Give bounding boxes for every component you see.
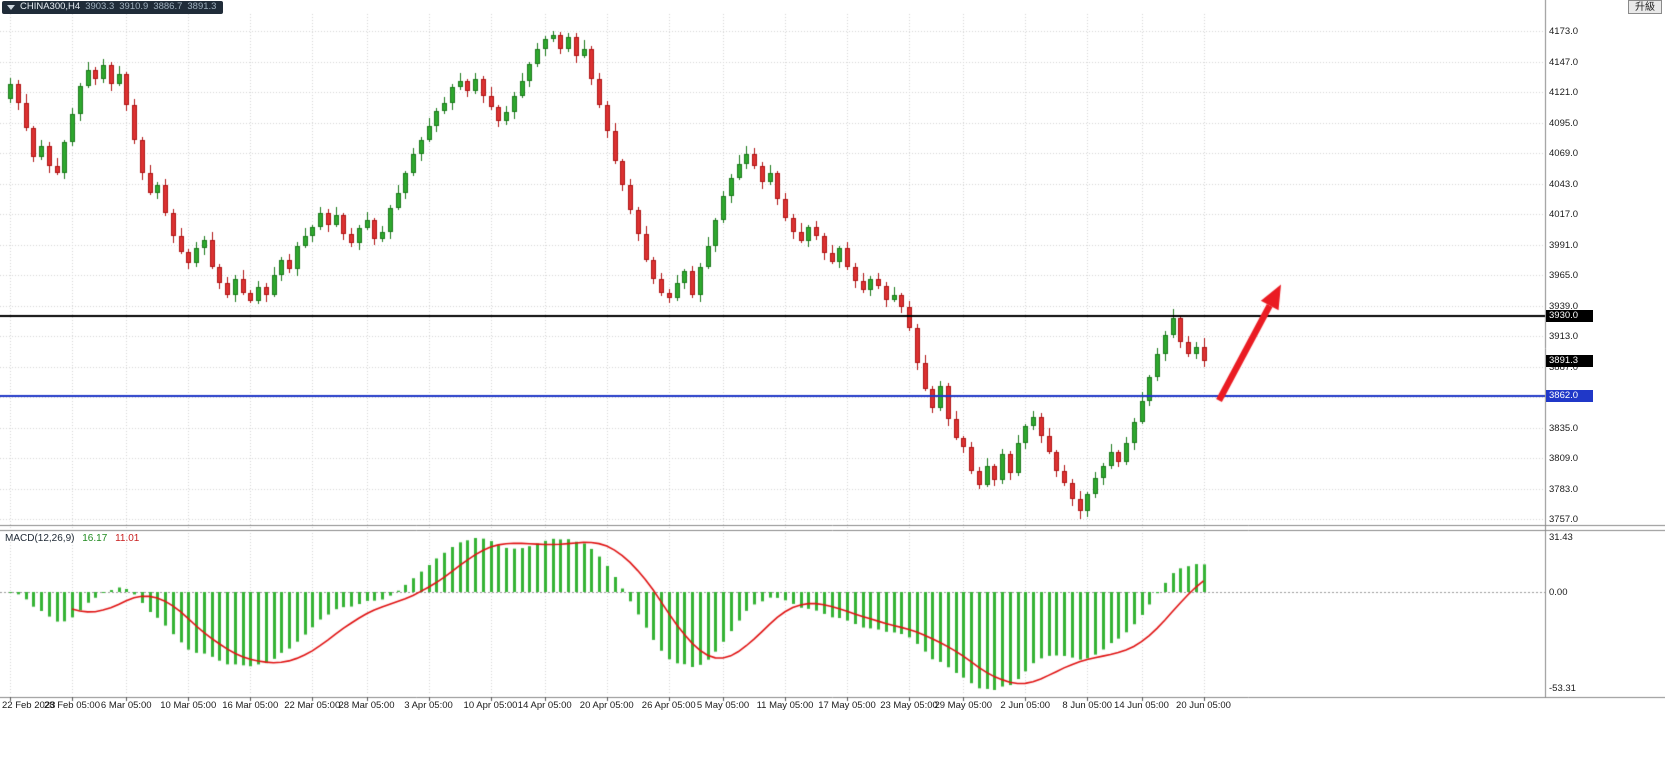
time-axis-label: 8 Jun 05:00 xyxy=(1062,700,1113,711)
time-axis-label: 16 Mar 05:00 xyxy=(222,700,279,711)
price-tick-label: 4147.0 xyxy=(1549,56,1579,68)
macd-main-value: 16.17 xyxy=(82,533,108,544)
price-tick-label: 3939.0 xyxy=(1549,300,1579,312)
time-axis-label: 28 Mar 05:00 xyxy=(338,700,395,711)
time-axis-label: 2 Jun 05:00 xyxy=(1000,700,1051,711)
ohlc-close-value: 3891.3 xyxy=(187,1,217,12)
time-axis-label: 11 May 05:00 xyxy=(756,700,814,711)
ohlc-open-value: 3903.3 xyxy=(85,1,115,12)
ohlc-low-value: 3886.7 xyxy=(153,1,183,12)
macd-name: MACD(12,26,9) xyxy=(5,533,75,544)
price-tick-label: 4043.0 xyxy=(1549,178,1579,190)
upgrade-button[interactable]: 升級 xyxy=(1628,0,1662,14)
time-axis-label: 14 Apr 05:00 xyxy=(517,700,572,711)
price-level-tag: 3862.0 xyxy=(1546,389,1593,402)
time-axis-label: 17 May 05:00 xyxy=(818,700,876,711)
price-scale[interactable]: 4173.0 4147.0 4121.0 4095.0 4069.0 4043.0 4017… xyxy=(1546,0,1665,697)
macd-signal-value: 11.01 xyxy=(115,533,140,544)
time-axis-label: 28 Feb 05:00 xyxy=(44,700,100,711)
chevron-down-icon[interactable] xyxy=(7,4,15,10)
time-axis-label: 22 Feb 2023 xyxy=(2,700,56,711)
time-axis[interactable]: 22 Feb 2023 28 Feb 05:00 6 Mar 05:00 10 Mar… xyxy=(0,697,1545,717)
ohlc-high-value: 3910.9 xyxy=(119,1,149,12)
price-level-tag: 3891.3 xyxy=(1546,355,1593,368)
symbol-timeframe-label: CHINA300,H4 xyxy=(20,1,81,12)
price-level-tag: 3930.0 xyxy=(1546,310,1593,323)
time-axis-label: 3 Apr 05:00 xyxy=(404,700,453,711)
price-tick-label: 4173.0 xyxy=(1549,26,1579,37)
time-axis-label: 5 May 05:00 xyxy=(696,700,750,711)
symbol-info-widget[interactable]: CHINA300,H4 3903.3 3910.9 3886.7 3891.3 xyxy=(2,1,224,14)
time-axis-label: 20 Jun 05:00 xyxy=(1176,700,1231,711)
price-tick-label: 3913.0 xyxy=(1549,331,1579,342)
price-tick-label: 4121.0 xyxy=(1549,87,1579,98)
time-axis-label: 14 Jun 05:00 xyxy=(1114,700,1169,711)
price-tick-label: 4017.0 xyxy=(1549,209,1579,220)
price-tick-label: 3965.0 xyxy=(1549,270,1579,281)
price-tick-label: 3835.0 xyxy=(1549,422,1579,434)
macd-scale-label: -53.31 xyxy=(1549,683,1576,694)
price-tick-label: 4095.0 xyxy=(1549,117,1579,129)
price-tick-label: 3757.0 xyxy=(1549,514,1579,525)
time-axis-label: 10 Apr 05:00 xyxy=(463,700,518,711)
price-tick-label: 3809.0 xyxy=(1549,453,1579,464)
macd-scale-label: 31.43 xyxy=(1549,532,1573,543)
time-axis-label: 26 Apr 05:00 xyxy=(641,700,696,711)
time-axis-label: 22 Mar 05:00 xyxy=(284,700,341,711)
macd-indicator-label: MACD(12,26,9) 16.17 11.01 xyxy=(5,533,139,544)
price-tick-label: 3783.0 xyxy=(1549,483,1579,495)
time-axis-label: 23 May 05:00 xyxy=(880,700,938,711)
time-axis-label: 29 May 05:00 xyxy=(934,700,993,711)
time-axis-label: 10 Mar 05:00 xyxy=(160,700,217,711)
time-axis-label: 20 Apr 05:00 xyxy=(579,700,634,711)
price-tick-label: 4069.0 xyxy=(1549,148,1579,159)
macd-scale-label: 0.00 xyxy=(1549,587,1568,598)
price-tick-label: 3991.0 xyxy=(1549,239,1579,251)
time-axis-label: 6 Mar 05:00 xyxy=(100,700,152,711)
